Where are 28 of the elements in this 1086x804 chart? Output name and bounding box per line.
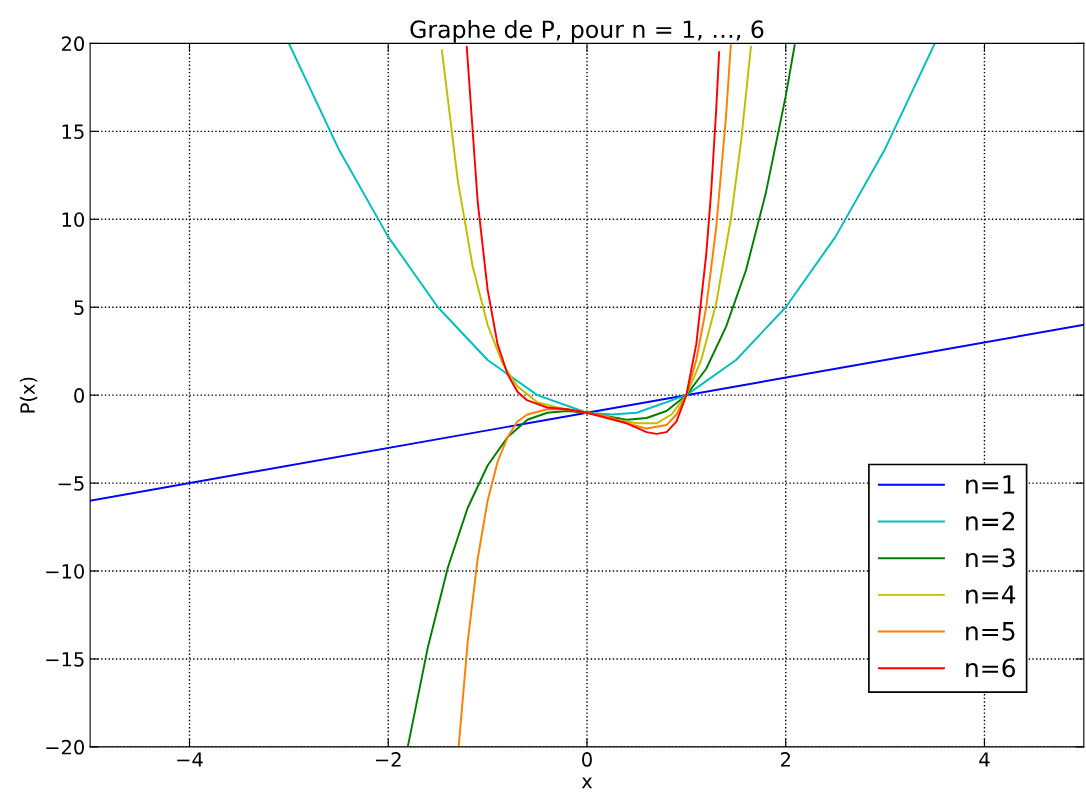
legend-label: n=3 <box>966 548 1015 568</box>
line-series <box>440 45 752 425</box>
y-tick-label: −10 <box>46 564 84 579</box>
legend-label: n=1 <box>966 475 1015 494</box>
x-tick-label: 2 <box>780 752 790 767</box>
y-tick-label: −5 <box>58 476 84 491</box>
y-tick-label: 20 <box>61 36 84 52</box>
y-tick-label: 10 <box>62 212 84 227</box>
legend-label: n=6 <box>966 658 1016 678</box>
y-tick-label: 15 <box>62 124 84 140</box>
x-tick-label: 0 <box>582 752 592 767</box>
y-tick-label: 0 <box>74 388 84 403</box>
y-tick-label: 5 <box>74 300 84 315</box>
y-tick-label: −15 <box>46 652 84 667</box>
x-tick-label: −4 <box>177 752 203 767</box>
x-tick-label: 4 <box>979 752 990 767</box>
y-tick-label: −20 <box>46 739 84 755</box>
x-axis-title: x <box>581 777 593 789</box>
line-series <box>287 43 936 416</box>
line-series <box>407 44 796 747</box>
y-axis-title: P(x) <box>19 377 38 413</box>
chart-title: Graphe de P, pour n = 1, …, 6 <box>410 19 764 43</box>
line-series <box>457 44 732 747</box>
legend-label: n=2 <box>966 511 1015 531</box>
legend-label: n=4 <box>966 585 1016 604</box>
line-series <box>465 45 721 435</box>
legend-label: n=5 <box>966 622 1015 641</box>
x-tick-label: −2 <box>375 752 401 767</box>
